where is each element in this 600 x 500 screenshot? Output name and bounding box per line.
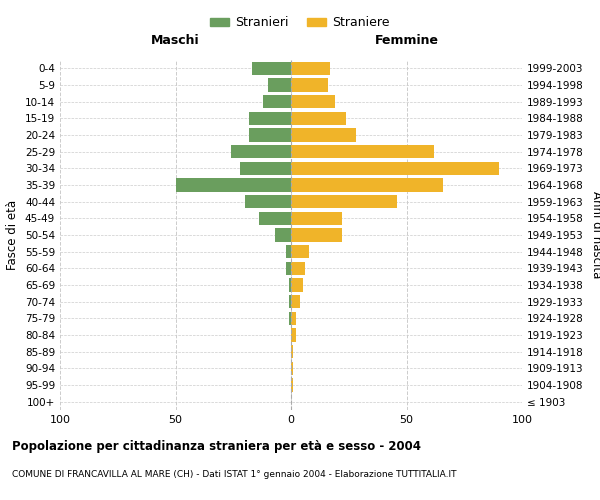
Bar [268,78,291,92]
Bar [291,378,293,392]
Bar [291,345,293,358]
Bar [245,195,291,208]
Bar [275,228,291,241]
Bar [291,178,443,192]
Text: Femmine: Femmine [374,34,439,46]
Bar [291,128,356,141]
Bar [291,145,434,158]
Bar [286,262,291,275]
Bar [289,278,291,291]
Bar [289,312,291,325]
Bar [291,312,296,325]
Bar [289,295,291,308]
Bar [291,62,330,75]
Bar [286,245,291,258]
Bar [176,178,291,192]
Legend: Stranieri, Straniere: Stranieri, Straniere [205,11,395,34]
Bar [291,262,305,275]
Bar [291,195,397,208]
Bar [291,295,300,308]
Bar [291,362,293,375]
Bar [291,328,296,342]
Bar [240,162,291,175]
Bar [291,112,346,125]
Bar [263,95,291,108]
Bar [250,128,291,141]
Bar [291,162,499,175]
Text: Popolazione per cittadinanza straniera per età e sesso - 2004: Popolazione per cittadinanza straniera p… [12,440,421,453]
Bar [259,212,291,225]
Bar [291,78,328,92]
Bar [291,228,342,241]
Y-axis label: Anni di nascita: Anni di nascita [590,192,600,278]
Bar [291,245,310,258]
Y-axis label: Fasce di età: Fasce di età [7,200,19,270]
Text: COMUNE DI FRANCAVILLA AL MARE (CH) - Dati ISTAT 1° gennaio 2004 - Elaborazione T: COMUNE DI FRANCAVILLA AL MARE (CH) - Dat… [12,470,457,479]
Bar [250,112,291,125]
Bar [291,95,335,108]
Bar [231,145,291,158]
Bar [291,278,302,291]
Bar [252,62,291,75]
Bar [291,212,342,225]
Text: Maschi: Maschi [151,34,200,46]
